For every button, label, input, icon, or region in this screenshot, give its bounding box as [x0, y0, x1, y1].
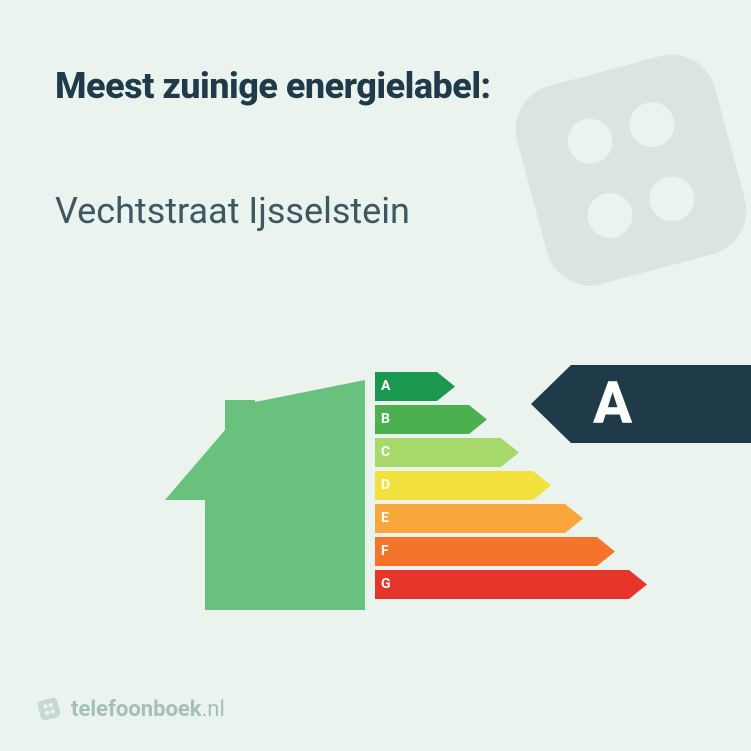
- brand-suffix: .nl: [202, 697, 225, 722]
- energy-bar-label: E: [381, 504, 389, 533]
- brand-name: telefoonboek: [71, 697, 202, 722]
- energy-bar-label: C: [381, 438, 390, 467]
- rating-badge: A: [531, 365, 751, 443]
- footer-brand: telefoonboek.nl: [35, 695, 225, 723]
- footer-text: telefoonboek.nl: [71, 697, 225, 722]
- energy-bar-label: A: [381, 372, 390, 401]
- energy-bar-label: B: [381, 405, 390, 434]
- page-title: Meest zuinige energielabel:: [55, 65, 491, 107]
- phonebook-icon: [35, 695, 63, 723]
- location-subtitle: Vechtstraat Ijsselstein: [55, 190, 410, 232]
- energy-bar-label: G: [381, 570, 391, 599]
- energy-bar-label: D: [381, 471, 390, 500]
- badge-arrow: [531, 365, 571, 443]
- house-icon: [165, 380, 365, 610]
- watermark-phonebook-icon: [471, 10, 751, 330]
- badge-letter: A: [593, 365, 632, 443]
- energy-bar-label: F: [381, 537, 389, 566]
